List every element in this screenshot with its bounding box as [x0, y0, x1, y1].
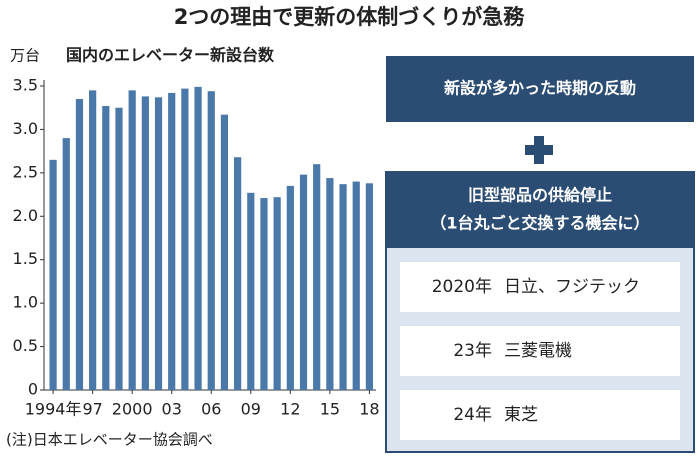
- item-box: [400, 326, 680, 376]
- x-tick-label: 06: [201, 400, 221, 419]
- bar: [181, 88, 189, 390]
- item-year: 23年: [453, 341, 492, 361]
- x-tick-label: 03: [162, 400, 182, 419]
- x-tick-label: 15: [320, 400, 340, 419]
- y-axis-label: 万台: [10, 47, 40, 65]
- reason-text: 旧型部品の供給停止: [468, 186, 612, 205]
- x-tick-label: 18: [359, 400, 379, 419]
- reason-subtext: （1台丸ごと交換する機会に）: [430, 214, 649, 233]
- plus-sign: [525, 145, 553, 155]
- chart-title: 国内のエレベーター新設台数: [66, 46, 275, 65]
- bar: [234, 157, 242, 390]
- x-tick-label: 97: [82, 400, 102, 419]
- item-makers: 三菱電機: [504, 341, 572, 361]
- y-tick-label: 3.0: [13, 119, 38, 138]
- bar: [286, 185, 294, 390]
- bar: [102, 105, 110, 390]
- x-tick-label: 2000: [112, 400, 153, 419]
- y-tick-label: 2.0: [13, 206, 38, 225]
- y-tick-label: 0.5: [13, 336, 38, 355]
- reason-text: 新設が多かった時期の反動: [444, 79, 636, 98]
- bar: [75, 99, 84, 391]
- item-year: 2020年: [432, 277, 492, 297]
- item-year: 24年: [453, 405, 492, 425]
- bar: [62, 138, 70, 390]
- reason-box: [386, 56, 694, 122]
- item-box: [400, 262, 680, 312]
- reason-header: [386, 172, 694, 248]
- bar: [273, 197, 281, 390]
- bar: [339, 184, 347, 390]
- page-title: 2つの理由で更新の体制づくりが急務: [174, 5, 526, 29]
- bar: [313, 164, 321, 390]
- bar: [299, 174, 308, 390]
- y-tick-label: 1.0: [13, 293, 38, 312]
- bar: [154, 97, 163, 390]
- bar: [220, 114, 229, 391]
- x-tick-label: 09: [241, 400, 261, 419]
- bar: [49, 159, 57, 390]
- bar: [194, 86, 202, 391]
- bar: [89, 90, 97, 390]
- y-tick-label: 3.5: [13, 76, 38, 95]
- bar: [207, 91, 215, 390]
- bar: [168, 92, 176, 390]
- bar: [128, 90, 136, 390]
- bar: [247, 192, 255, 390]
- y-tick-label: 2.5: [13, 162, 38, 181]
- item-box: [400, 390, 680, 440]
- y-tick-label: 0: [28, 380, 38, 399]
- bar: [365, 183, 374, 390]
- item-makers: 東芝: [504, 405, 538, 425]
- bar: [115, 107, 123, 390]
- bar: [141, 96, 149, 391]
- x-tick-label: 12: [280, 400, 300, 419]
- bar: [260, 198, 268, 390]
- note: (注)日本エレベーター協会調べ: [6, 431, 213, 449]
- bar: [326, 178, 334, 390]
- y-tick-label: 1.5: [13, 249, 38, 268]
- bar: [352, 181, 360, 390]
- x-tick-label: 1994年: [25, 400, 82, 419]
- item-makers: 日立、フジテック: [504, 277, 640, 297]
